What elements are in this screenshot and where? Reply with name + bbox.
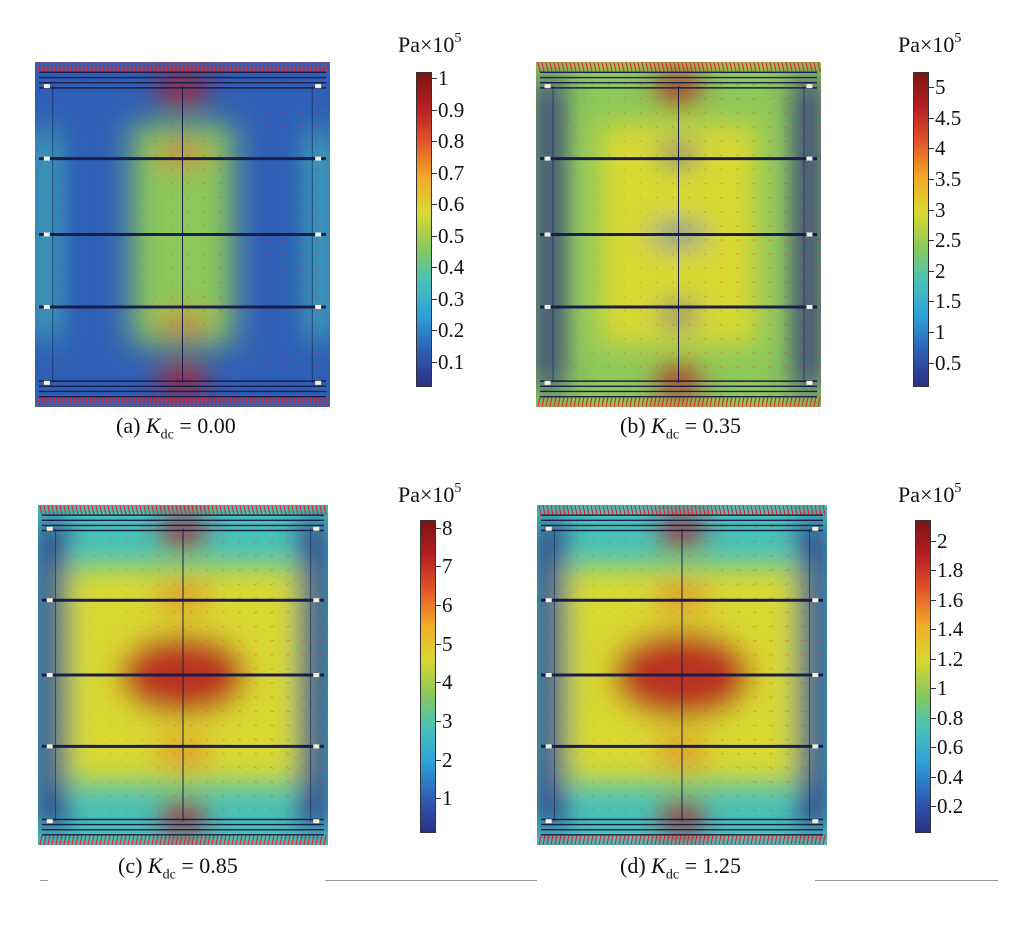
colorbar-tick-label: 3.5 xyxy=(928,167,962,192)
plate-lines xyxy=(42,514,324,836)
colorbar-b xyxy=(913,72,929,387)
colorbar-tick-label: 2.5 xyxy=(928,228,962,253)
colorbar-tick-label: 7 xyxy=(436,554,453,579)
caption-b: (b) Kdc = 0.35 xyxy=(620,413,741,443)
plate-lines xyxy=(541,514,823,836)
edge-fringe xyxy=(537,62,821,407)
colorbar-tick-label: 1 xyxy=(436,786,453,811)
colorbar-tick-label: 4 xyxy=(436,670,453,695)
colorbar-tick-label: 2 xyxy=(929,258,946,283)
colorbar-tick-label: 0.4 xyxy=(431,255,465,280)
colorbar-tick-label: 2 xyxy=(436,747,453,772)
colorbar-tick-label: 1.4 xyxy=(930,617,964,642)
colorbar-tick-label: 1.5 xyxy=(928,289,962,314)
colorbar-tick-label: 8 xyxy=(436,515,453,540)
colorbar-tick-label: 0.8 xyxy=(930,705,964,730)
colorbar-title-d: Pa×105 xyxy=(898,480,962,507)
colorbar-tick-label: 3 xyxy=(929,197,946,222)
stress-field-a xyxy=(35,62,330,407)
colorbar-tick-label: 0.2 xyxy=(930,794,964,819)
colorbar-d xyxy=(915,520,931,833)
edge-fringe xyxy=(538,505,826,845)
colorbar-tick-label: 1.6 xyxy=(930,587,964,612)
colorbar-c xyxy=(420,520,436,833)
colorbar-a xyxy=(416,72,432,387)
edge-fringe xyxy=(36,62,330,407)
caption-d: (d) Kdc = 1.25 xyxy=(620,853,741,883)
colorbar-title-b: Pa×105 xyxy=(898,30,962,57)
colorbar-tick-label: 0.5 xyxy=(928,350,962,375)
colorbar-tick-label: 1 xyxy=(432,66,449,91)
colorbar-tick-label: 1.8 xyxy=(930,558,964,583)
colorbar-tick-label: 3 xyxy=(436,708,453,733)
field-plot-a xyxy=(35,62,330,407)
plate-nodes xyxy=(46,526,320,824)
colorbar-tick-label: 0.6 xyxy=(431,192,465,217)
field-plot-b xyxy=(536,62,821,407)
colorbar-tick-label: 6 xyxy=(436,593,453,617)
plate-nodes xyxy=(544,84,813,385)
colorbar-tick-label: 1 xyxy=(929,319,946,344)
colorbar-tick-label: 0.4 xyxy=(930,764,964,789)
caption-a: (a) Kdc = 0.00 xyxy=(116,413,236,443)
caption-rule-left xyxy=(40,880,48,881)
colorbar-tick-label: 5 xyxy=(929,75,946,100)
plate-nodes xyxy=(545,526,819,824)
colorbar-tick-label: 0.6 xyxy=(930,735,964,760)
colorbar-tick-label: 0.1 xyxy=(431,349,465,374)
colorbar-tick-label: 0.3 xyxy=(431,286,465,311)
colorbar-tick-label: 2 xyxy=(931,528,948,553)
stress-field-d xyxy=(537,505,827,845)
colorbar-tick-label: 5 xyxy=(436,631,453,656)
stress-field-b xyxy=(536,62,821,407)
colorbar-title-c: Pa×105 xyxy=(398,480,462,507)
plate-lines xyxy=(540,71,817,398)
plate-lines xyxy=(39,71,326,398)
caption-rule-right xyxy=(815,880,998,881)
colorbar-tick-label: 0.7 xyxy=(431,160,465,185)
force-arrows xyxy=(44,511,324,841)
colorbar-tick-label: 0.2 xyxy=(431,318,465,343)
colorbar-tick-label: 0.8 xyxy=(431,129,465,154)
colorbar-tick-label: 0.9 xyxy=(431,97,465,122)
caption-c: (c) Kdc = 0.85 xyxy=(118,853,238,883)
stress-field-c xyxy=(38,505,328,845)
colorbar-tick-label: 1 xyxy=(931,676,948,701)
field-plot-c xyxy=(38,505,328,845)
plate-nodes xyxy=(43,84,322,385)
field-plot-d xyxy=(537,505,827,845)
colorbar-title-a: Pa×105 xyxy=(398,30,462,57)
colorbar-tick-label: 1.2 xyxy=(930,646,964,671)
colorbar-tick-label: 4.5 xyxy=(928,105,962,130)
colorbar-tick-label: 0.5 xyxy=(431,223,465,248)
colorbar-tick-label: 4 xyxy=(929,136,946,161)
edge-fringe xyxy=(39,505,327,845)
caption-rule-middle xyxy=(325,880,537,881)
